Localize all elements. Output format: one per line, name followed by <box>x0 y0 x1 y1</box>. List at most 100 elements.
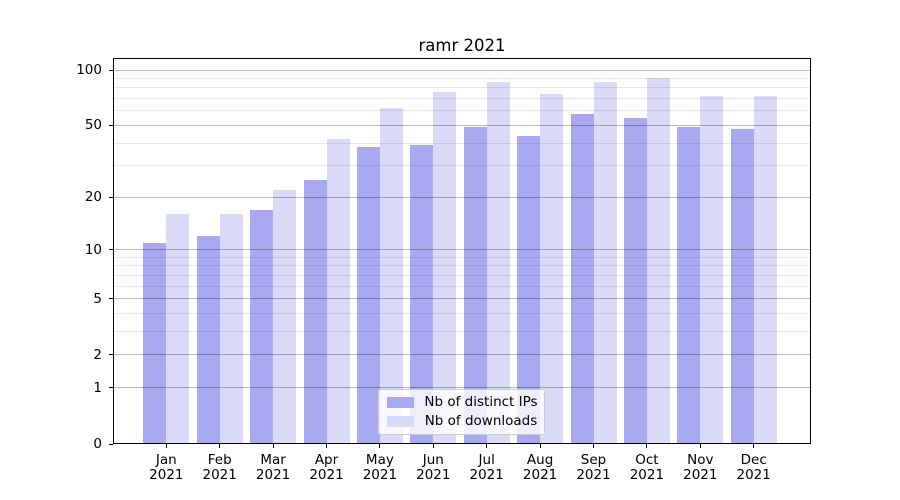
gridline-major <box>114 124 810 126</box>
x-tick-label: Jul 2021 <box>457 453 517 483</box>
bar-distinct-ips <box>143 242 167 444</box>
x-tick-label-line: Sep <box>580 452 607 468</box>
y-tick-label: 2 <box>93 346 102 363</box>
x-tick-label: Sep 2021 <box>564 453 624 483</box>
bar-distinct-ips <box>196 236 220 444</box>
gridline-minor <box>114 274 810 276</box>
x-tick-label: May 2021 <box>350 453 410 483</box>
gridline-minor <box>114 256 810 258</box>
bar-distinct-ips <box>517 135 541 444</box>
gridline-minor <box>114 265 810 267</box>
y-tick-mark <box>109 69 113 71</box>
x-tick-label-line: Feb <box>207 452 232 468</box>
x-tick-label: Oct 2021 <box>617 453 677 483</box>
gridline-minor <box>114 331 810 333</box>
bar-distinct-ips <box>463 126 487 444</box>
chart-title: ramr 2021 <box>418 36 506 55</box>
x-tick-label-line: 2021 <box>629 467 665 483</box>
x-tick-mark <box>646 444 648 448</box>
x-tick-label-line: May <box>365 452 394 468</box>
legend-item-distinct-ips: Nb of distinct IPs <box>387 395 538 410</box>
x-tick-label: Jun 2021 <box>403 453 463 483</box>
x-tick-label-line: Aug <box>526 452 554 468</box>
x-tick-label-line: 2021 <box>362 467 398 483</box>
x-tick-label-line: 2021 <box>736 467 771 483</box>
gridline-major <box>114 354 810 356</box>
x-tick-mark <box>432 444 434 448</box>
bar-distinct-ips <box>730 128 754 444</box>
bar-downloads <box>433 91 457 444</box>
x-tick-label: Jan 2021 <box>136 453 196 483</box>
x-tick-mark <box>753 444 755 448</box>
bar-downloads <box>273 189 297 444</box>
bar-downloads <box>486 82 510 444</box>
x-tick-label-line: 2021 <box>683 467 718 483</box>
gridline-minor <box>114 313 810 315</box>
bar-downloads <box>700 96 724 444</box>
x-tick-label-line: 2021 <box>522 467 558 483</box>
x-tick-label-line: Oct <box>635 452 659 468</box>
gridline-minor <box>114 165 810 167</box>
legend-swatch-distinct-ips <box>387 397 414 409</box>
y-tick-mark <box>109 354 113 356</box>
y-tick-mark <box>109 196 113 198</box>
bar-downloads <box>326 139 350 444</box>
x-tick-label-line: Dec <box>740 452 767 468</box>
y-tick-mark <box>109 124 113 126</box>
gridline-major <box>114 387 810 389</box>
gridline-minor <box>114 110 810 112</box>
x-tick-label-line: 2021 <box>469 467 504 483</box>
x-tick-mark <box>699 444 701 448</box>
y-tick-label: 10 <box>84 241 102 258</box>
x-tick-label: Dec 2021 <box>724 453 784 483</box>
legend: Nb of distinct IPs Nb of downloads <box>378 389 545 435</box>
legend-label-distinct-ips: Nb of distinct IPs <box>424 394 538 411</box>
bar-downloads <box>753 96 777 444</box>
x-tick-label: Feb 2021 <box>190 453 250 483</box>
x-tick-mark <box>539 444 541 448</box>
gridline-major <box>114 298 810 300</box>
y-tick-label: 5 <box>93 290 102 307</box>
x-tick-label-line: Jun <box>422 452 444 468</box>
x-tick-mark <box>219 444 221 448</box>
bar-distinct-ips <box>410 145 434 444</box>
legend-swatch-downloads <box>387 415 414 427</box>
gridline-minor <box>114 98 810 100</box>
y-tick-label: 50 <box>84 117 102 134</box>
x-tick-label: Apr 2021 <box>297 453 357 483</box>
gridline-minor <box>114 142 810 144</box>
x-tick-label-line: Apr <box>314 452 339 468</box>
y-tick-mark <box>109 249 113 251</box>
x-tick-label: Nov 2021 <box>670 453 730 483</box>
x-tick-label: Aug 2021 <box>510 453 570 483</box>
legend-item-downloads: Nb of downloads <box>387 412 538 429</box>
x-tick-mark <box>272 444 274 448</box>
y-tick-mark <box>109 387 113 389</box>
x-tick-label-line: 2021 <box>255 467 291 483</box>
bar-distinct-ips <box>250 209 274 444</box>
bar-distinct-ips <box>570 113 594 444</box>
y-tick-label: 0 <box>93 436 102 452</box>
bar-downloads <box>219 214 243 444</box>
y-tick-mark <box>109 298 113 300</box>
y-tick-mark <box>109 443 113 445</box>
x-tick-mark <box>326 444 327 448</box>
x-tick-label-line: Mar <box>260 452 286 468</box>
bar-downloads <box>593 82 617 444</box>
x-tick-label-line: Jan <box>155 452 177 468</box>
gridline-minor <box>114 285 810 287</box>
bar-downloads <box>540 94 564 444</box>
x-tick-label-line: Nov <box>687 452 714 468</box>
x-tick-label-line: 2021 <box>416 467 451 483</box>
y-tick-label: 1 <box>93 379 102 396</box>
y-tick-label: 100 <box>76 62 102 78</box>
x-tick-mark <box>379 444 381 448</box>
gridline-major <box>114 249 810 251</box>
gridline-minor <box>114 87 810 89</box>
bar-downloads <box>166 214 190 444</box>
bar-distinct-ips <box>356 147 380 444</box>
legend-label-downloads: Nb of downloads <box>424 412 538 429</box>
x-tick-label-line: 2021 <box>576 467 611 483</box>
y-tick-label: 20 <box>84 189 102 206</box>
